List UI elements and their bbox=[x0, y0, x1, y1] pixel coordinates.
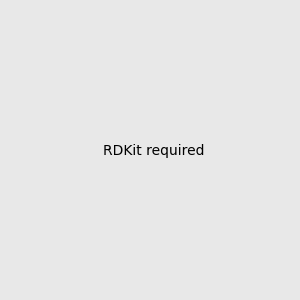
Text: RDKit required: RDKit required bbox=[103, 145, 205, 158]
